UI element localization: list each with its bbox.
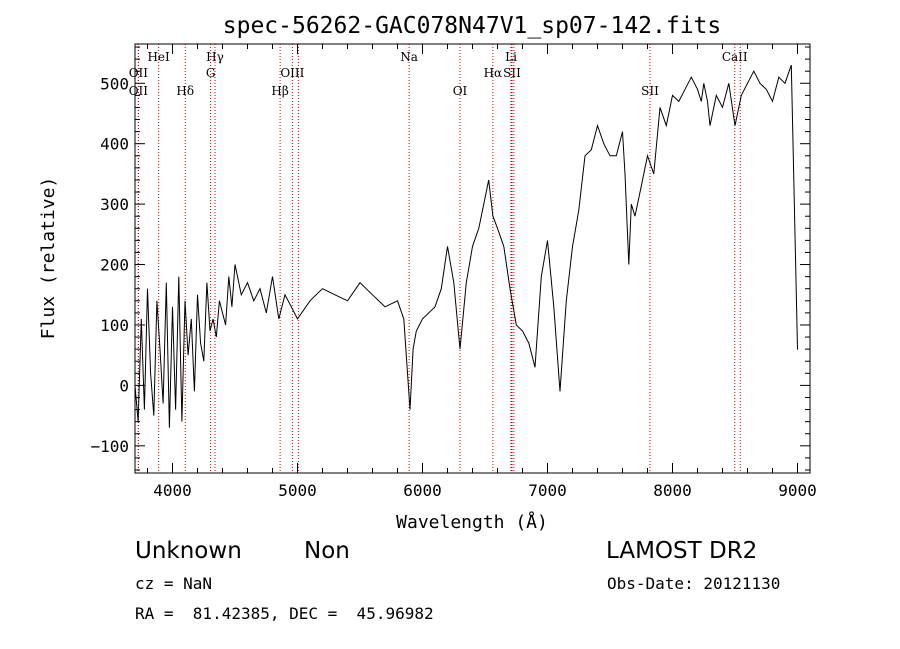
line-label: OIII xyxy=(280,66,304,80)
line-label: HeI xyxy=(147,50,170,64)
y-tick-label: 100 xyxy=(100,316,129,335)
survey-name: LAMOST DR2 xyxy=(606,538,758,564)
x-tick-label: 8000 xyxy=(653,481,692,500)
y-tick-label: 0 xyxy=(119,376,129,395)
chart-title: spec-56262-GAC078N47V1_sp07-142.fits xyxy=(223,13,722,39)
y-tick-label: 300 xyxy=(100,195,129,214)
line-label: OII xyxy=(129,84,149,98)
x-axis: 4000 5000 6000 7000 8000 9000 xyxy=(147,44,817,500)
object-class: Non xyxy=(304,538,350,564)
y-axis-label: Flux (relative) xyxy=(38,177,59,340)
line-label: SII xyxy=(641,84,659,98)
y-axis: −100 0 100 200 300 400 500 xyxy=(90,46,810,471)
x-tick-label: 4000 xyxy=(153,481,192,500)
object-name: Unknown xyxy=(135,538,242,564)
x-axis-label: Wavelength (Å) xyxy=(396,511,548,533)
line-label: SII xyxy=(503,66,521,80)
line-label: OI xyxy=(453,84,468,98)
coordinates-text: RA = 81.42385, DEC = 45.96982 xyxy=(135,604,434,623)
line-label: Hα xyxy=(484,66,503,80)
line-label: CaII xyxy=(722,50,748,64)
plot-frame xyxy=(134,43,811,474)
line-label: Li xyxy=(505,50,517,64)
y-tick-label: 500 xyxy=(100,74,129,93)
line-label: Hβ xyxy=(271,84,288,98)
spectrum-line xyxy=(134,64,799,428)
x-tick-label: 9000 xyxy=(778,481,817,500)
x-tick-label: 5000 xyxy=(278,481,317,500)
line-label: G xyxy=(206,66,216,80)
line-label: Hδ xyxy=(176,84,194,98)
y-tick-label: −100 xyxy=(90,437,129,456)
redshift-text: cz = NaN xyxy=(135,574,213,593)
x-tick-label: 6000 xyxy=(403,481,442,500)
obs-date-text: Obs-Date: 20121130 xyxy=(607,574,781,593)
line-label: OII xyxy=(129,66,149,80)
x-tick-label: 7000 xyxy=(528,481,567,500)
y-tick-label: 400 xyxy=(100,135,129,154)
y-tick-label: 200 xyxy=(100,256,129,275)
line-label: Hγ xyxy=(206,50,224,64)
line-label: Na xyxy=(400,50,418,64)
